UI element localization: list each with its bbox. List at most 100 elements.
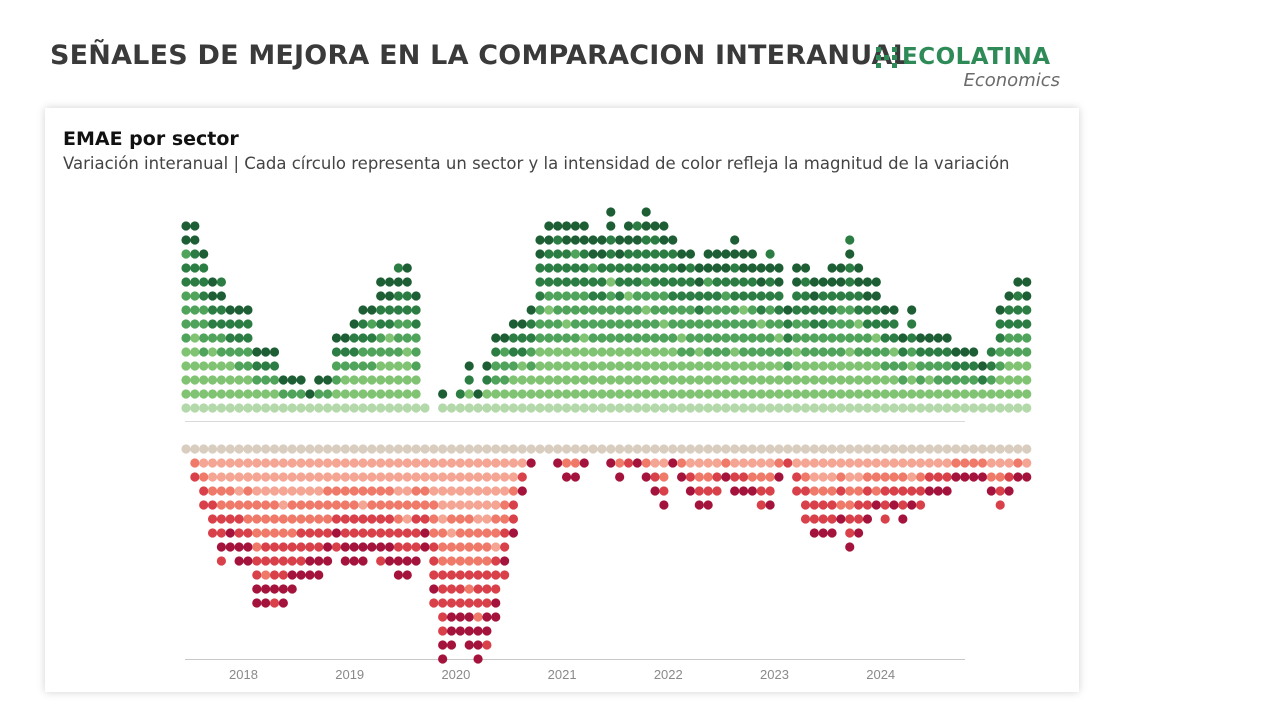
sector-dot-up (1013, 389, 1023, 399)
sector-dot-up (854, 263, 864, 273)
sector-dot-down (756, 472, 766, 482)
sector-dot-up (1013, 291, 1023, 301)
sector-dot-up (730, 333, 740, 343)
sector-dot-up (712, 375, 722, 385)
sector-dot-up (1004, 375, 1014, 385)
sector-dot-up (632, 263, 642, 273)
sector-dot-down (287, 584, 297, 594)
sector-dot-up (756, 263, 766, 273)
sector-dot-up (181, 389, 191, 399)
sector-dot-up (854, 403, 864, 413)
sector-dot-up (588, 305, 598, 315)
sector-dot-up (305, 389, 315, 399)
sector-dot-down (500, 570, 510, 580)
sector-dot-down (429, 458, 439, 468)
sector-dot-up (331, 375, 342, 385)
sector-dot-up (190, 333, 200, 343)
sector-dot-up (721, 249, 731, 259)
sector-dot-down (438, 444, 448, 454)
sector-dot-down (544, 444, 554, 454)
sector-dot-up (367, 305, 377, 315)
sector-dot-up (765, 389, 775, 399)
sector-dot-up (500, 389, 510, 399)
sector-dot-up (792, 389, 802, 399)
sector-dot-up (544, 375, 554, 385)
sector-dot-down (845, 444, 855, 454)
sector-dot-up (526, 403, 536, 413)
sector-dot-down (429, 444, 439, 454)
sector-dot-up (721, 305, 731, 315)
sector-dot-up (225, 319, 235, 329)
sector-dot-up (650, 221, 660, 231)
sector-dot-up (384, 277, 395, 287)
sector-dot-down (508, 500, 519, 510)
sector-dot-up (738, 375, 749, 385)
sector-dot-up (880, 375, 890, 385)
sector-dot-up (402, 403, 412, 413)
sector-dot-up (632, 319, 642, 329)
sector-dot-down (446, 444, 457, 454)
sector-dot-up (1022, 389, 1032, 399)
sector-dot-up (933, 375, 943, 385)
sector-dot-up (367, 361, 377, 371)
sector-dot-up (1004, 389, 1014, 399)
sector-dot-down (269, 514, 280, 524)
sector-dot-up (278, 403, 288, 413)
sector-dot-up (854, 361, 864, 371)
sector-dot-down (464, 640, 474, 650)
sector-dot-up (792, 319, 802, 329)
sector-dot-down (314, 542, 324, 552)
sector-dot-down (252, 486, 262, 496)
sector-dot-up (181, 291, 191, 301)
sector-dot-down (358, 542, 368, 552)
sector-dot-down (340, 542, 350, 552)
sector-dot-down (1004, 458, 1014, 468)
sector-dot-up (685, 277, 696, 287)
sector-dot-up (579, 277, 589, 287)
sector-dot-down (216, 542, 226, 552)
sector-dot-down (402, 514, 412, 524)
sector-dot-up (225, 347, 235, 357)
sector-dot-up (668, 319, 678, 329)
sector-dot-up (862, 305, 873, 315)
sector-dot-down (570, 458, 581, 468)
sector-dot-down (915, 486, 926, 496)
sector-dot-down (553, 458, 563, 468)
sector-dot-down (402, 542, 412, 552)
sector-dot-up (393, 389, 403, 399)
sector-dot-down (278, 528, 288, 538)
sector-dot-up (845, 347, 855, 357)
sector-dot-up (190, 291, 200, 301)
sector-dot-up (738, 305, 749, 315)
sector-dot-up (376, 333, 386, 343)
sector-dot-down (296, 444, 306, 454)
sector-dot-up (384, 361, 395, 371)
sector-dot-down (331, 528, 342, 538)
sector-dot-down (473, 528, 483, 538)
sector-dot-down (199, 486, 209, 496)
sector-dot-up (243, 333, 253, 343)
sector-dot-up (402, 347, 412, 357)
sector-dot-down (977, 444, 988, 454)
sector-dot-up (216, 291, 226, 301)
sector-dot-down (278, 598, 288, 608)
sector-dot-up (358, 347, 368, 357)
sector-dot-up (446, 403, 457, 413)
sector-dot-up (579, 319, 589, 329)
sector-dot-down (340, 514, 350, 524)
sector-dot-up (393, 305, 403, 315)
sector-dot-up (349, 319, 359, 329)
sector-dot-up (818, 277, 828, 287)
sector-dot-down (845, 500, 855, 510)
sector-dot-up (491, 375, 501, 385)
sector-dot-up (1013, 305, 1023, 315)
sector-dot-down (800, 472, 811, 482)
sector-dot-down (986, 444, 996, 454)
sector-dot-up (358, 305, 368, 315)
sector-dot-up (871, 375, 881, 385)
sector-dot-up (703, 389, 713, 399)
sector-dot-down (278, 472, 288, 482)
sector-dot-down (446, 528, 457, 538)
sector-dot-up (340, 361, 350, 371)
sector-dot-up (845, 375, 855, 385)
